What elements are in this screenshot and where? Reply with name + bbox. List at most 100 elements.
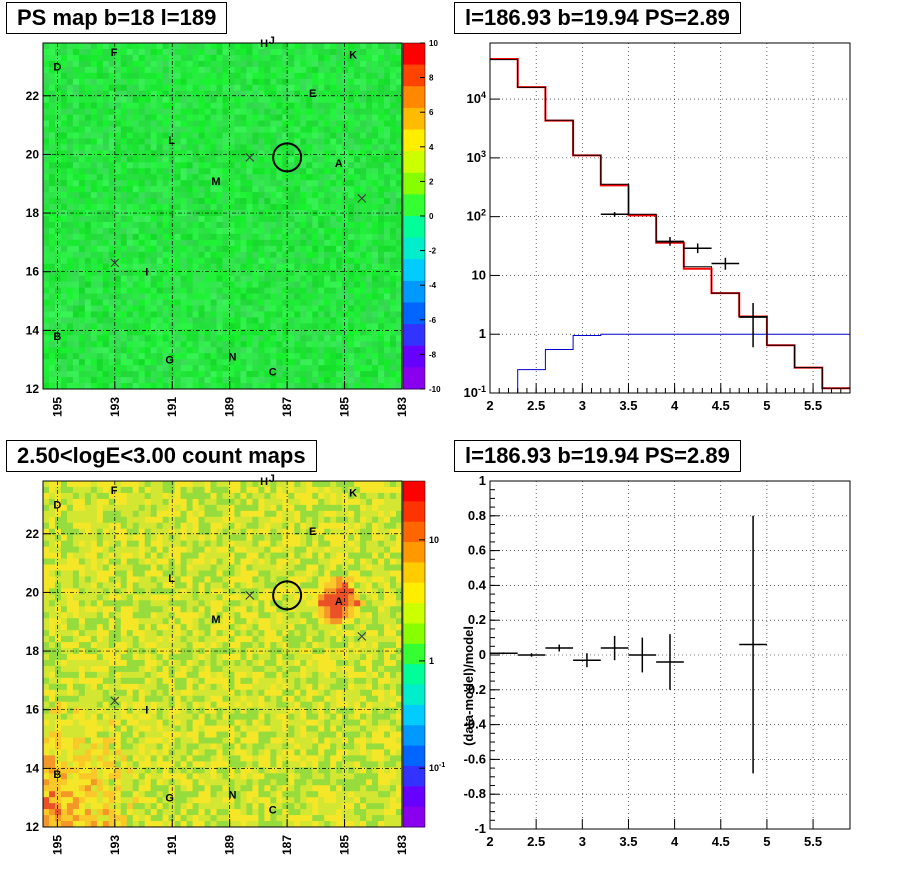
map-cell	[198, 162, 205, 169]
map-cell	[210, 365, 217, 372]
map-cell	[174, 72, 182, 80]
map-cell	[54, 695, 62, 703]
map-cell	[228, 239, 235, 247]
map-cell	[96, 311, 104, 318]
map-cell	[180, 227, 187, 235]
map-cell	[348, 108, 355, 115]
map-cell	[174, 150, 182, 157]
map-cell	[336, 132, 343, 139]
map-cell	[102, 371, 110, 378]
map-cell	[66, 305, 74, 312]
map-cell	[168, 582, 176, 589]
map-cell	[240, 287, 247, 294]
map-cell	[282, 245, 289, 253]
map-cell	[120, 257, 128, 265]
map-cell	[330, 341, 337, 348]
map-cell	[108, 552, 116, 559]
map-cell	[276, 299, 283, 306]
map-cell	[72, 353, 80, 360]
map-cell	[276, 90, 283, 98]
map-cell	[198, 383, 205, 390]
map-cell	[174, 317, 182, 324]
map-cell	[180, 126, 187, 133]
map-cell	[372, 371, 379, 378]
map-cell	[132, 618, 140, 625]
map-cell	[336, 90, 343, 98]
map-cell	[234, 144, 241, 151]
map-cell	[90, 365, 98, 372]
map-cell	[276, 269, 283, 277]
map-cell	[168, 144, 176, 151]
map-cell	[90, 192, 98, 199]
map-cell	[288, 114, 295, 121]
map-cell	[288, 132, 295, 139]
map-cell	[108, 329, 116, 336]
map-cell	[174, 648, 182, 655]
map-cell	[114, 257, 122, 265]
map-cell	[138, 731, 146, 738]
map-cell	[144, 156, 152, 163]
map-cell	[252, 227, 259, 235]
map-cell	[90, 683, 98, 691]
map-cell	[54, 785, 62, 792]
map-cell	[288, 293, 295, 300]
map-cell	[66, 624, 74, 631]
map-cell	[276, 359, 283, 366]
map-cell	[90, 293, 98, 300]
map-cell	[156, 809, 164, 816]
map-cell	[276, 66, 283, 74]
map-cell	[186, 221, 193, 229]
map-cell	[360, 180, 367, 187]
map-cell	[312, 78, 319, 86]
map-cell	[72, 347, 80, 354]
map-cell	[114, 144, 122, 151]
map-cell	[228, 245, 235, 253]
map-cell	[120, 600, 128, 607]
map-cell	[342, 221, 349, 229]
map-cell	[162, 683, 170, 691]
map-cell	[270, 269, 277, 277]
map-cell	[96, 335, 104, 342]
map-cell	[66, 198, 74, 205]
map-cell	[132, 329, 140, 336]
map-cell	[102, 797, 110, 804]
map-cell	[43, 198, 50, 205]
map-cell	[234, 162, 241, 169]
map-cell	[54, 299, 62, 306]
map-cell	[168, 522, 176, 530]
map-cell	[336, 293, 343, 300]
map-cell	[180, 323, 187, 330]
map-cell	[348, 156, 355, 163]
map-cell	[306, 275, 313, 283]
map-cell	[90, 522, 98, 530]
map-cell	[210, 311, 217, 318]
map-cell	[132, 257, 140, 265]
map-cell	[90, 552, 98, 559]
map-cell	[276, 43, 283, 50]
map-cell	[132, 564, 140, 571]
map-cell	[78, 600, 86, 607]
map-cell	[198, 48, 205, 56]
map-cell	[234, 102, 241, 110]
map-cell	[222, 365, 229, 372]
map-cell	[204, 168, 211, 175]
map-cell	[168, 803, 176, 810]
map-cell	[144, 624, 152, 631]
map-cell	[294, 233, 301, 241]
map-cell	[240, 162, 247, 169]
map-cell	[78, 570, 86, 577]
map-cell	[336, 317, 343, 324]
map-cell	[84, 359, 92, 366]
map-cell	[66, 654, 74, 661]
map-cell	[216, 377, 223, 384]
map-cell	[138, 275, 146, 283]
map-cell	[120, 239, 128, 247]
map-cell	[246, 198, 253, 205]
map-cell	[312, 377, 319, 384]
map-cell	[96, 239, 104, 247]
map-cell	[210, 114, 217, 121]
map-cell	[144, 481, 152, 488]
map-cell	[43, 701, 50, 709]
map-cell	[294, 108, 301, 115]
map-cell	[78, 582, 86, 589]
